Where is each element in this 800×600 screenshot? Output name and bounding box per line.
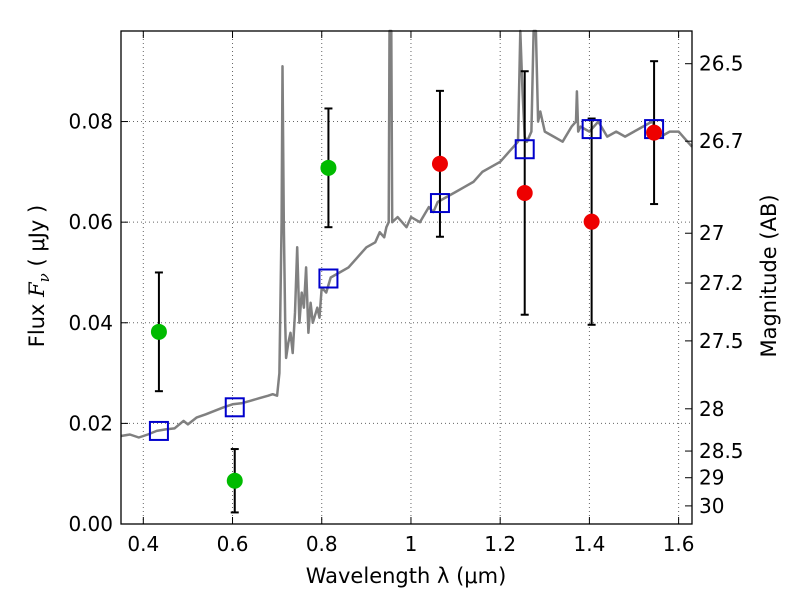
- y-tick-label: 0.04: [68, 311, 113, 335]
- magnitude-tick-label: 29: [699, 466, 724, 490]
- optical_detections-point: [151, 324, 167, 340]
- x-tick-label: 1.2: [484, 532, 516, 556]
- x-tick-label: 1.6: [663, 532, 695, 556]
- model-band-square: [226, 398, 244, 416]
- plot-frame: [121, 31, 692, 524]
- axis-ticks: 0.4 0.6 0.8 1 1.2 1.4 1.6 0.00 0.02 0.04 0.06 0.08 2…: [68, 31, 743, 556]
- x-axis-title: Wavelength λ (μm): [306, 564, 507, 588]
- x-tick-label: 0.6: [217, 532, 249, 556]
- sed-chart: 0.4 0.6 0.8 1 1.2 1.4 1.6 0.00 0.02 0.04 0.06 0.08 2…: [0, 0, 800, 600]
- y-axis-title: Flux Fν ( μJy ): [25, 205, 53, 347]
- magnitude-tick-label: 30: [699, 494, 724, 518]
- nir_detections-point: [432, 156, 448, 172]
- observed-fluxes: [151, 125, 662, 489]
- x-tick-label: 1.4: [573, 532, 605, 556]
- spectrum-line: [121, 31, 692, 438]
- y-tick-label: 0.02: [68, 411, 113, 435]
- y-tick-label: 0.06: [68, 210, 113, 234]
- y-axis-title-prefix: Flux: [25, 297, 49, 347]
- y-axis-title-symbol: F: [25, 281, 49, 298]
- grid: [121, 31, 692, 524]
- nir_detections-point: [584, 214, 600, 230]
- x-tick-label: 1: [405, 532, 418, 556]
- y-axis-title-suffix: ( μJy ): [25, 205, 49, 273]
- y-tick-label: 0.00: [68, 512, 113, 536]
- magnitude-axis-title: Magnitude (AB): [757, 194, 781, 357]
- magnitude-tick-label: 28.5: [699, 439, 744, 463]
- nir_detections-point: [517, 185, 533, 201]
- magnitude-tick-label: 27.5: [699, 329, 744, 353]
- axis-labels: Wavelength λ (μm) Flux Fν ( μJy ) Magnit…: [25, 194, 781, 588]
- model-band-fluxes: [150, 120, 663, 440]
- nir_detections-point: [646, 125, 662, 141]
- magnitude-tick-label: 26.5: [699, 52, 744, 76]
- y-tick-label: 0.08: [68, 110, 113, 134]
- x-tick-label: 0.4: [127, 532, 159, 556]
- optical_detections-point: [227, 473, 243, 489]
- model-spectrum: [121, 31, 692, 438]
- y-axis-title-subscript: ν: [35, 273, 53, 282]
- magnitude-tick-label: 28: [699, 397, 724, 421]
- optical_detections-point: [320, 160, 336, 176]
- magnitude-tick-label: 26.7: [699, 129, 744, 153]
- magnitude-tick-label: 27.2: [699, 271, 744, 295]
- x-tick-label: 0.8: [306, 532, 338, 556]
- magnitude-tick-label: 27: [699, 221, 724, 245]
